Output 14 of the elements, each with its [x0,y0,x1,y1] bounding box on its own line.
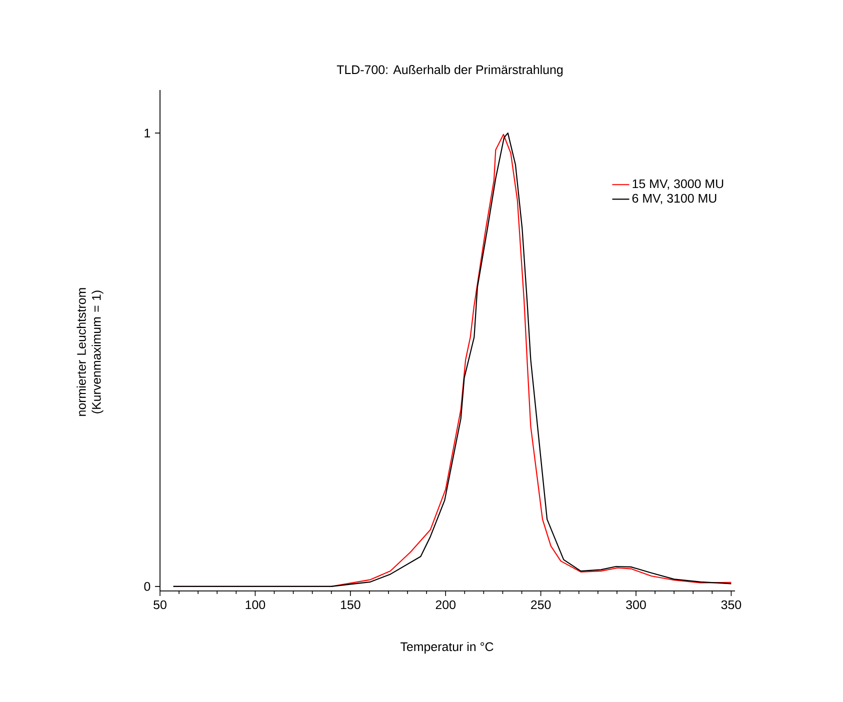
x-axis-title: Temperatur in °C [400,642,494,654]
y-tick-label: 0 [144,582,150,591]
y-axis-title: normierter Leuchtstrom (Kurvenmaximum = 1) [76,288,104,416]
y-tick-label: 1 [144,128,150,138]
x-tick-label: 50 [154,600,166,610]
x-tick-label: 300 [626,600,646,610]
x-tick-label: 350 [721,600,742,610]
legend-label: 15 MV, 3000 MU [632,179,724,190]
x-tick-label: 100 [246,600,266,610]
chart-title: TLD-700: Außerhalb der Primärstrahlung [336,64,563,77]
x-tick-label: 150 [340,600,360,610]
x-tick-label: 200 [436,600,456,610]
x-tick-label: 250 [531,600,551,610]
legend-label: 6 MV, 3100 MU [632,194,716,204]
